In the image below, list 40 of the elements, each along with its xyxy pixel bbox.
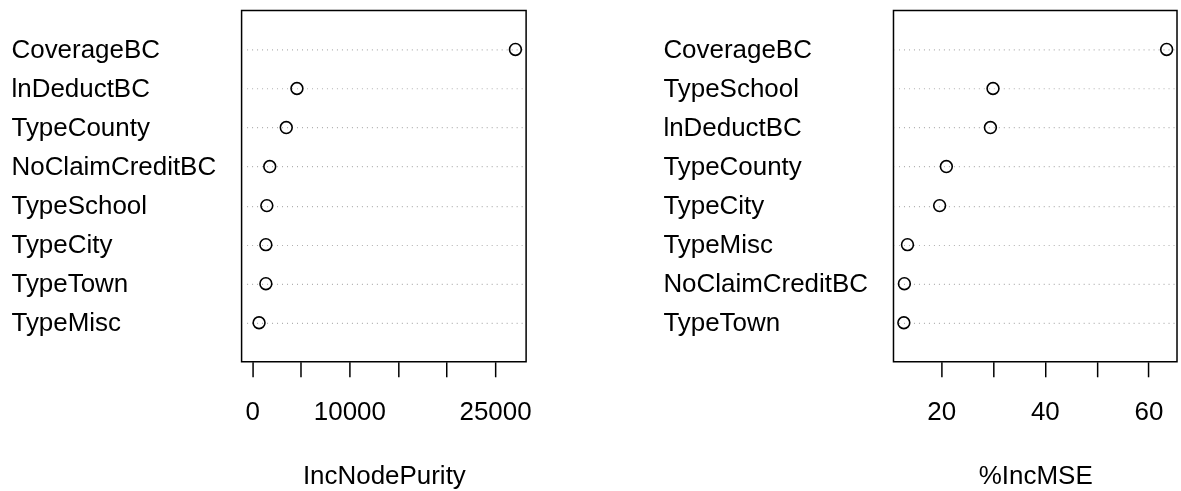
point — [939, 159, 954, 174]
y-tick-label: TypeSchool — [11, 191, 148, 220]
y-tick-label: TypeMisc — [663, 230, 773, 259]
point — [986, 81, 1000, 96]
point — [279, 120, 293, 135]
y-tick-label: TypeTown — [663, 308, 781, 337]
x-axis-title: IncNodePurity — [302, 461, 466, 490]
point — [252, 316, 266, 330]
x-tick-label: 40 — [1030, 397, 1060, 426]
point — [983, 120, 998, 135]
x-tick-label: 60 — [1134, 397, 1164, 426]
y-tick-label: CoverageBC — [663, 34, 812, 63]
y-tick-label: TypeMisc — [11, 308, 122, 337]
point — [263, 159, 277, 174]
y-tick-label: lnDeductBC — [663, 113, 802, 142]
x-tick-label: 25000 — [459, 397, 532, 426]
y-tick-label: NoClaimCreditBC — [11, 152, 217, 181]
point — [259, 277, 273, 291]
y-tick-label: CoverageBC — [11, 34, 160, 63]
y-tick-label: TypeCounty — [663, 152, 802, 181]
point — [260, 198, 274, 213]
y-tick-label: lnDeductBC — [11, 73, 150, 102]
y-tick-label: NoClaimCreditBC — [663, 269, 869, 298]
y-tick-label: TypeCity — [11, 230, 113, 259]
x-tick-label: 0 — [245, 397, 260, 426]
point — [1159, 42, 1174, 57]
point — [259, 237, 273, 252]
x-tick-label: 20 — [927, 397, 957, 426]
point — [290, 81, 304, 96]
y-tick-label: TypeCity — [663, 191, 765, 220]
y-tick-label: TypeSchool — [663, 73, 799, 102]
point — [900, 237, 915, 252]
x-tick-label: 10000 — [313, 397, 386, 426]
point — [897, 277, 912, 291]
y-tick-label: TypeCounty — [11, 113, 150, 142]
x-axis-title: %IncMSE — [978, 461, 1093, 490]
point — [508, 42, 523, 57]
point — [932, 198, 947, 213]
point — [897, 316, 911, 330]
y-tick-label: TypeTown — [11, 269, 129, 298]
